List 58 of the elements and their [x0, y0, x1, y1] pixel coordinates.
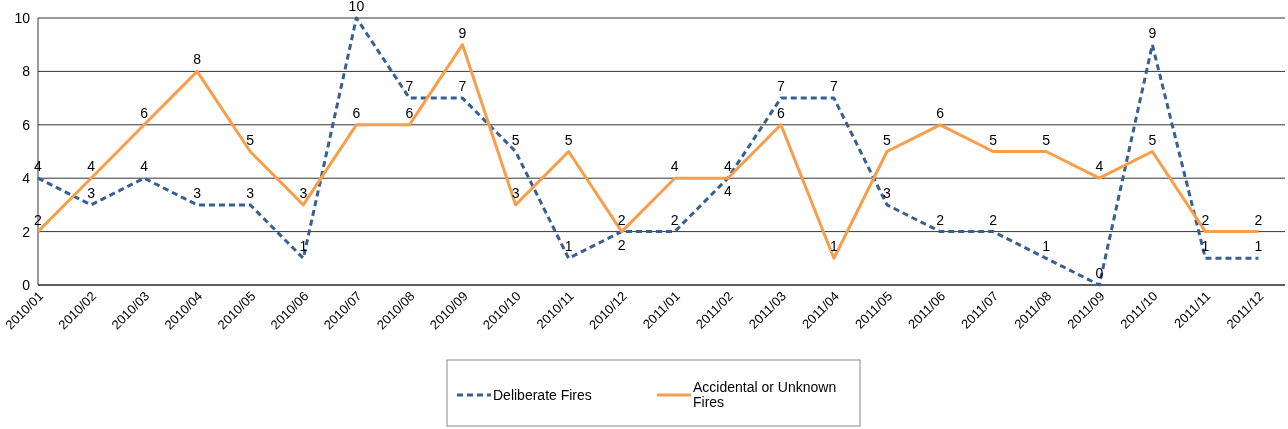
data-label: 3 — [299, 184, 308, 201]
legend-label: Deliberate Fires — [493, 387, 592, 403]
y-tick-label: 2 — [22, 223, 31, 240]
data-label: 2 — [617, 236, 626, 253]
data-label: 5 — [246, 131, 255, 148]
data-label: 7 — [777, 78, 785, 95]
data-label: 7 — [830, 78, 839, 95]
data-label: 2 — [34, 211, 43, 228]
legend-label: Accidental or Unknown Fires — [693, 379, 837, 411]
data-label: 0 — [1095, 265, 1104, 281]
line-series — [36, 16, 1260, 287]
y-tick-label: 6 — [22, 116, 31, 133]
data-label: 4 — [723, 183, 732, 200]
data-label: 2 — [936, 211, 945, 228]
data-label: 5 — [1042, 131, 1051, 148]
data-label: 3 — [246, 184, 255, 201]
y-tick-label: 4 — [22, 170, 31, 187]
data-label: 2 — [617, 211, 626, 228]
data-label: 7 — [405, 78, 414, 95]
data-label: 9 — [1148, 24, 1157, 41]
data-label: 3 — [193, 184, 202, 201]
data-label: 5 — [1148, 131, 1157, 148]
data-label: 5 — [989, 131, 998, 148]
data-label: 1 — [299, 238, 308, 255]
data-label: 2 — [989, 211, 998, 228]
data-label: 8 — [193, 51, 202, 68]
data-label: 5 — [883, 131, 892, 148]
data-label: 2 — [1254, 211, 1263, 228]
data-label: 6 — [777, 104, 785, 121]
data-label: 6 — [140, 104, 149, 121]
data-label: 4 — [140, 158, 149, 175]
data-label: 4 — [670, 158, 679, 175]
y-tick-label: 8 — [22, 63, 31, 80]
data-label: 5 — [564, 131, 573, 148]
data-label: 7 — [458, 78, 467, 95]
data-label: 2 — [670, 211, 679, 228]
data-label: 1 — [1254, 238, 1263, 255]
data-label: 3 — [883, 184, 892, 201]
data-label: 4 — [87, 158, 96, 175]
data-label: 1 — [830, 238, 839, 255]
data-label: 5 — [511, 131, 520, 148]
data-label: 4 — [723, 158, 732, 175]
data-label: 1 — [1201, 238, 1210, 255]
data-label: 6 — [352, 104, 361, 121]
data-label: 1 — [1042, 238, 1051, 255]
data-label: 9 — [458, 24, 467, 41]
data-label: 3 — [511, 184, 520, 201]
data-label: 1 — [564, 238, 573, 255]
data-label: 4 — [1095, 158, 1104, 175]
data-label: 6 — [405, 104, 414, 121]
y-tick-label: 10 — [14, 9, 31, 26]
data-label: 3 — [87, 184, 96, 201]
data-label: 4 — [34, 158, 43, 175]
line-series — [36, 43, 1260, 260]
y-tick-label: 0 — [22, 276, 31, 293]
data-label: 10 — [348, 0, 365, 14]
data-label: 6 — [936, 104, 945, 121]
data-label: 2 — [1201, 211, 1210, 228]
